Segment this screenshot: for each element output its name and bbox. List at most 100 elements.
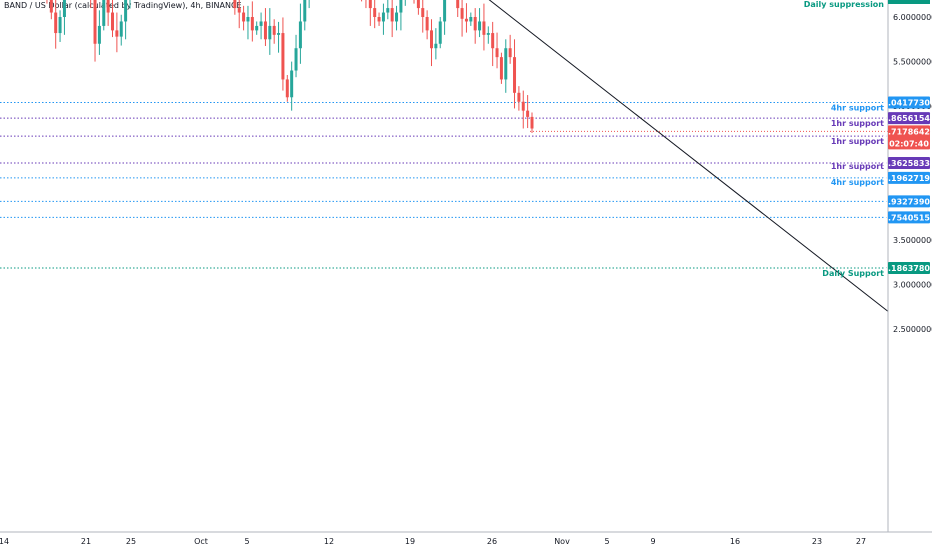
candle-body bbox=[373, 8, 377, 17]
time-tick-label: 19 bbox=[405, 537, 415, 546]
candle bbox=[482, 3, 486, 51]
candle-body bbox=[386, 8, 390, 13]
candle bbox=[233, 0, 237, 15]
candle-body bbox=[263, 21, 267, 40]
candle-body bbox=[438, 21, 442, 44]
candle-body bbox=[416, 0, 420, 9]
candle bbox=[90, 0, 92, 9]
candle-body bbox=[54, 12, 58, 34]
candle bbox=[268, 8, 272, 55]
time-tick-label: 9 bbox=[650, 537, 655, 546]
time-axis: 14 21 25 Oct 5 12 19 26 Nov 5 9 16 23 27 bbox=[0, 531, 932, 546]
candle-body bbox=[456, 0, 460, 9]
candle bbox=[469, 12, 473, 26]
candle bbox=[373, 0, 377, 29]
candle bbox=[119, 14, 123, 46]
candle-body bbox=[97, 25, 101, 44]
candle bbox=[438, 17, 442, 49]
candle-body bbox=[399, 0, 403, 13]
level-label-support-2: 1hr support bbox=[831, 119, 884, 128]
candle-body bbox=[478, 21, 482, 31]
price-tick-label: 3.50000000 bbox=[893, 236, 932, 245]
candle-body bbox=[294, 48, 298, 71]
time-tick-label: Oct bbox=[194, 537, 208, 546]
time-tick-label: 16 bbox=[730, 537, 740, 546]
downtrend-line bbox=[488, 0, 889, 312]
candle-body bbox=[508, 48, 512, 58]
candle-body bbox=[381, 12, 385, 22]
candle-body bbox=[49, 0, 53, 13]
candle-body bbox=[281, 33, 285, 80]
price-tag-text-daily-support: 3.18637800 bbox=[882, 264, 932, 273]
time-tick-label: 5 bbox=[604, 537, 609, 546]
time-tick-label: 21 bbox=[81, 537, 91, 546]
candle bbox=[416, 0, 420, 15]
candle bbox=[124, 0, 128, 40]
candle bbox=[404, 0, 406, 6]
price-tag-text-support-1: 5.04177300 bbox=[882, 98, 932, 107]
level-label-support-4: 1hr support bbox=[831, 162, 884, 171]
price-tag-support-4 bbox=[888, 157, 930, 170]
time-tick-label: 12 bbox=[324, 537, 334, 546]
time-tick-label: 26 bbox=[487, 537, 497, 546]
candle-body bbox=[268, 25, 272, 40]
candle bbox=[93, 0, 97, 62]
price-tag-text-support-2: 4.86561541 bbox=[882, 114, 932, 123]
time-tick-label: 27 bbox=[856, 537, 866, 546]
countdown-text: 02:07:40 bbox=[889, 139, 929, 148]
candle bbox=[421, 0, 425, 33]
level-label-support-3: 1hr support bbox=[831, 137, 884, 146]
candle-body bbox=[495, 48, 499, 58]
candle bbox=[62, 0, 66, 35]
candle bbox=[456, 0, 460, 17]
candle bbox=[58, 10, 62, 42]
price-tag-text-support-7: 3.75405156 bbox=[882, 213, 932, 222]
candle bbox=[386, 0, 390, 20]
price-tag-support-1 bbox=[888, 96, 930, 109]
candle bbox=[478, 8, 482, 38]
candle-body bbox=[233, 0, 237, 9]
candle bbox=[237, 0, 241, 29]
candle-body bbox=[464, 18, 468, 22]
candle-body bbox=[255, 25, 259, 31]
candle-body bbox=[237, 8, 241, 13]
candle bbox=[499, 52, 503, 84]
candle bbox=[255, 21, 259, 35]
candle bbox=[460, 0, 464, 37]
candle bbox=[285, 74, 289, 102]
candle bbox=[395, 5, 399, 31]
price-tag-text-support-4: 4.36258332 bbox=[882, 159, 932, 168]
candle bbox=[97, 10, 101, 55]
price-tag-support-2 bbox=[888, 112, 930, 125]
trendline-group: 4hr downtrend bbox=[488, 0, 889, 312]
current-price-tag bbox=[888, 125, 930, 150]
candle bbox=[303, 0, 307, 31]
candle bbox=[361, 0, 363, 2]
price-tag-support-6 bbox=[888, 195, 930, 208]
candle bbox=[464, 3, 468, 33]
candle-body bbox=[303, 0, 307, 22]
candle-body bbox=[250, 17, 254, 31]
daily-suppression-label: Daily suppression bbox=[804, 0, 885, 9]
candle-body bbox=[242, 12, 246, 22]
candle-body bbox=[119, 21, 123, 37]
candle bbox=[263, 8, 267, 46]
candle-body bbox=[259, 21, 263, 26]
candle bbox=[377, 12, 381, 26]
candle-body bbox=[443, 0, 447, 22]
candle bbox=[429, 19, 433, 67]
candle-body bbox=[482, 21, 486, 35]
candle-body bbox=[285, 79, 289, 98]
candle bbox=[508, 34, 512, 64]
price-tag-support-5 bbox=[888, 171, 930, 184]
candle-body bbox=[277, 33, 281, 35]
candle bbox=[259, 12, 263, 40]
candle bbox=[443, 0, 447, 35]
candle bbox=[486, 26, 490, 44]
candle bbox=[49, 0, 53, 20]
candle-body bbox=[377, 17, 381, 22]
candle bbox=[495, 32, 499, 69]
candle-body bbox=[290, 70, 294, 98]
candle-body bbox=[368, 0, 372, 9]
